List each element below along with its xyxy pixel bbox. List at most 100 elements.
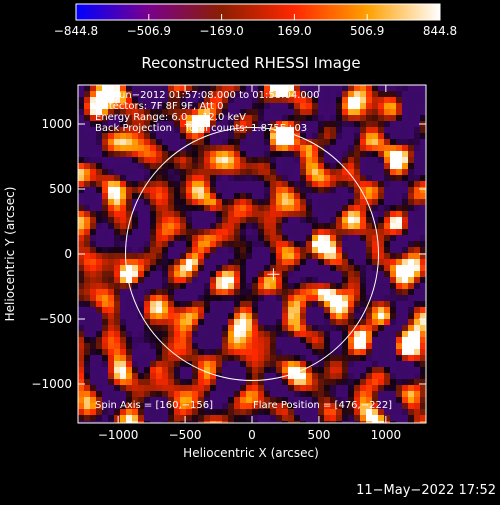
heatmap-cell [210, 247, 217, 254]
heatmap-cell [168, 139, 175, 146]
heatmap-cell [342, 139, 349, 146]
heatmap-cell [390, 259, 397, 266]
heatmap-cell [306, 385, 313, 392]
heatmap-cell [360, 217, 367, 224]
heatmap-cell [300, 307, 307, 314]
heatmap-cell [312, 109, 319, 116]
heatmap-cell [360, 187, 367, 194]
heatmap-cell [288, 283, 295, 290]
heatmap-cell [162, 271, 169, 278]
heatmap-cell [342, 409, 349, 416]
heatmap-cell [84, 217, 91, 224]
heatmap-cell [216, 367, 223, 374]
heatmap-cell [306, 289, 313, 296]
heatmap-cell [252, 385, 259, 392]
heatmap-cell [276, 379, 283, 386]
heatmap-cell [138, 421, 145, 423]
heatmap-cell [360, 277, 367, 284]
heatmap-cell [234, 211, 241, 218]
heatmap-cell [120, 397, 127, 404]
heatmap-cell [348, 115, 355, 122]
heatmap-cell [192, 211, 199, 218]
heatmap-cell [246, 139, 253, 146]
heatmap-cell [234, 247, 241, 254]
heatmap-cell [288, 331, 295, 338]
heatmap-cell [240, 145, 247, 152]
heatmap-cell [246, 313, 253, 320]
heatmap-cell [300, 397, 307, 404]
heatmap-cell [114, 121, 121, 128]
heatmap-cell [210, 331, 217, 338]
heatmap-cell [384, 379, 391, 386]
heatmap-cell [216, 265, 223, 272]
heatmap-cell [414, 289, 421, 296]
heatmap-cell [354, 421, 361, 423]
heatmap-cell [408, 349, 415, 356]
heatmap-cell [354, 133, 361, 140]
heatmap-cell [210, 259, 217, 266]
heatmap-cell [96, 301, 103, 308]
heatmap-cell [114, 115, 121, 122]
heatmap-cell [168, 247, 175, 254]
heatmap-cell [408, 289, 415, 296]
heatmap-cell [294, 403, 301, 410]
heatmap-cell [300, 175, 307, 182]
heatmap-cell [216, 331, 223, 338]
heatmap-cell [414, 277, 421, 284]
heatmap-cell [312, 151, 319, 158]
heatmap-cell [414, 121, 421, 128]
heatmap-cell [162, 301, 169, 308]
heatmap-cell [132, 235, 139, 242]
heatmap-cell [78, 109, 85, 116]
heatmap-cell [318, 139, 325, 146]
heatmap-cell [282, 313, 289, 320]
heatmap-cell [294, 307, 301, 314]
heatmap-cell [342, 319, 349, 326]
heatmap-cell [216, 307, 223, 314]
heatmap-cell [180, 133, 187, 140]
heatmap-cell [360, 307, 367, 314]
heatmap-cell [120, 151, 127, 158]
heatmap-cell [204, 253, 211, 260]
heatmap-cell [108, 175, 115, 182]
heatmap-cell [138, 163, 145, 170]
heatmap-cell [252, 235, 259, 242]
heatmap-cell [150, 241, 157, 248]
heatmap-cell [270, 199, 277, 206]
heatmap-cell [264, 343, 271, 350]
heatmap-cell [114, 175, 121, 182]
heatmap-cell [204, 319, 211, 326]
heatmap-cell [252, 331, 259, 338]
heatmap-cell [258, 157, 265, 164]
heatmap-cell [354, 265, 361, 272]
heatmap-cell [246, 295, 253, 302]
heatmap-cell [408, 283, 415, 290]
heatmap-cell [102, 91, 109, 98]
heatmap-cell [420, 415, 426, 422]
heatmap-cell [132, 361, 139, 368]
heatmap-cell [144, 133, 151, 140]
heatmap-cell [144, 283, 151, 290]
heatmap-cell [90, 163, 97, 170]
heatmap-cell [294, 109, 301, 116]
heatmap-cell [312, 103, 319, 110]
heatmap-cell [408, 307, 415, 314]
heatmap-cell [174, 187, 181, 194]
heatmap-cell [96, 247, 103, 254]
heatmap-cell [312, 229, 319, 236]
heatmap-cell [306, 85, 313, 92]
heatmap-cell [174, 253, 181, 260]
heatmap-cell [402, 151, 409, 158]
heatmap-cell [288, 403, 295, 410]
heatmap-cell [360, 157, 367, 164]
heatmap-cell [138, 307, 145, 314]
heatmap-cell [336, 337, 343, 344]
heatmap-cell [360, 379, 367, 386]
heatmap-cell [354, 253, 361, 260]
heatmap-cell [192, 181, 199, 188]
heatmap-cell [120, 277, 127, 284]
heatmap-cell [132, 355, 139, 362]
heatmap-cell [402, 235, 409, 242]
heatmap-cell [174, 223, 181, 230]
heatmap-cell [276, 307, 283, 314]
